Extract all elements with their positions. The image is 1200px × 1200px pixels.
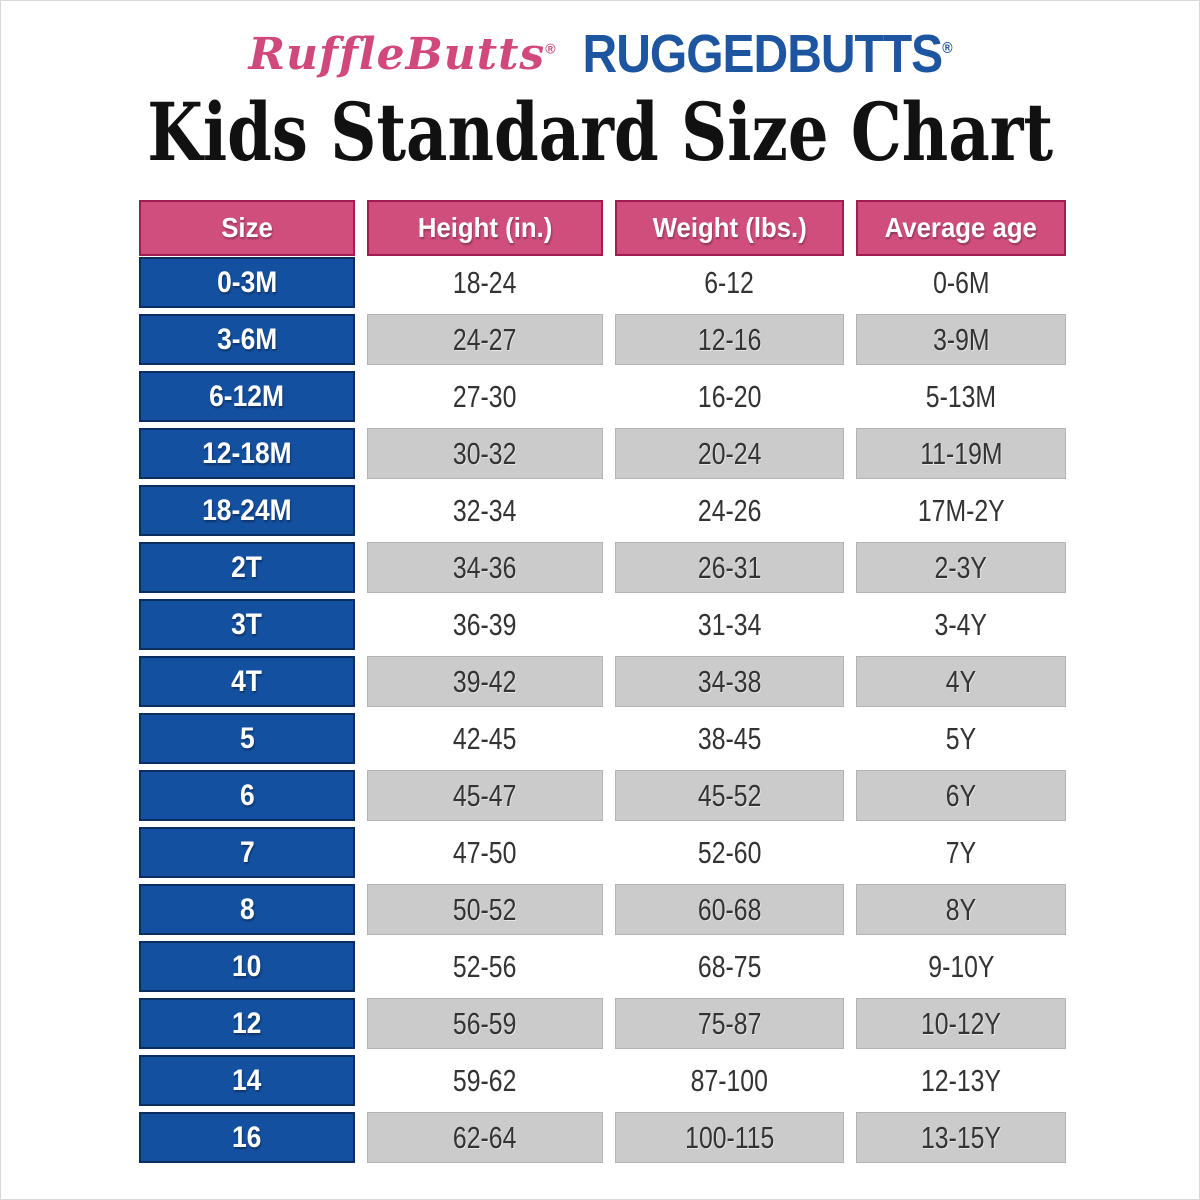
age-cell: 7Y (856, 827, 1066, 878)
height-cell: 42-45 (367, 713, 603, 764)
column-header-weight: Weight (lbs.) (615, 200, 844, 256)
ruggedbutts-logo: RUGGEDBUTTS® (582, 23, 953, 85)
age-cell: 13-15Y (856, 1112, 1066, 1163)
height-cell: 34-36 (367, 542, 603, 593)
weight-cell: 60-68 (615, 884, 844, 935)
weight-cell: 52-60 (615, 827, 844, 878)
height-cell: 52-56 (367, 941, 603, 992)
age-cell: 3-4Y (856, 599, 1066, 650)
weight-cell: 75-87 (615, 998, 844, 1049)
age-cell: 17M-2Y (856, 485, 1066, 536)
size-cell: 14 (139, 1055, 355, 1106)
weight-cell: 68-75 (615, 941, 844, 992)
size-cell: 12 (139, 998, 355, 1049)
size-cell: 10 (139, 941, 355, 992)
age-cell: 5-13M (856, 371, 1066, 422)
weight-cell: 24-26 (615, 485, 844, 536)
size-cell: 6-12M (139, 371, 355, 422)
age-cell: 3-9M (856, 314, 1066, 365)
age-cell: 6Y (856, 770, 1066, 821)
size-cell: 0-3M (139, 257, 355, 308)
age-cell: 11-19M (856, 428, 1066, 479)
height-cell: 47-50 (367, 827, 603, 878)
height-cell: 30-32 (367, 428, 603, 479)
weight-cell: 45-52 (615, 770, 844, 821)
weight-cell: 38-45 (615, 713, 844, 764)
size-cell: 6 (139, 770, 355, 821)
column-header-average-age: Average age (856, 200, 1066, 256)
age-cell: 12-13Y (856, 1055, 1066, 1106)
age-cell: 10-12Y (856, 998, 1066, 1049)
registered-trademark-icon: ® (942, 37, 952, 56)
ruggedbutts-logo-text: RUGGEDBUTTS (582, 24, 944, 84)
age-cell: 2-3Y (856, 542, 1066, 593)
weight-cell: 26-31 (615, 542, 844, 593)
height-cell: 45-47 (367, 770, 603, 821)
weight-cell: 31-34 (615, 599, 844, 650)
weight-cell: 12-16 (615, 314, 844, 365)
age-cell: 4Y (856, 656, 1066, 707)
height-cell: 32-34 (367, 485, 603, 536)
weight-cell: 20-24 (615, 428, 844, 479)
height-cell: 50-52 (367, 884, 603, 935)
size-cell: 3T (139, 599, 355, 650)
weight-cell: 34-38 (615, 656, 844, 707)
size-cell: 18-24M (139, 485, 355, 536)
size-cell: 12-18M (139, 428, 355, 479)
size-cell: 2T (139, 542, 355, 593)
height-cell: 62-64 (367, 1112, 603, 1163)
column-header-height: Height (in.) (367, 200, 603, 256)
height-cell: 56-59 (367, 998, 603, 1049)
size-cell: 7 (139, 827, 355, 878)
rufflebutts-logo-text: RuffleButts (248, 28, 546, 80)
weight-cell: 6-12 (615, 257, 844, 308)
age-cell: 9-10Y (856, 941, 1066, 992)
size-cell: 16 (139, 1112, 355, 1163)
weight-cell: 16-20 (615, 371, 844, 422)
weight-cell: 87-100 (615, 1055, 844, 1106)
height-cell: 59-62 (367, 1055, 603, 1106)
registered-trademark-icon: ® (545, 39, 557, 56)
column-header-size: Size (139, 200, 355, 256)
size-table: Size Height (in.) Weight (lbs.) Average … (139, 200, 1066, 1163)
age-cell: 0-6M (856, 257, 1066, 308)
size-cell: 5 (139, 713, 355, 764)
size-cell: 3-6M (139, 314, 355, 365)
height-cell: 39-42 (367, 656, 603, 707)
height-cell: 24-27 (367, 314, 603, 365)
weight-cell: 100-115 (615, 1112, 844, 1163)
age-cell: 8Y (856, 884, 1066, 935)
brand-logos: RuffleButts® RUGGEDBUTTS® (0, 22, 1200, 86)
size-cell: 4T (139, 656, 355, 707)
height-cell: 27-30 (367, 371, 603, 422)
page-title: Kids Standard Size Chart (147, 85, 1053, 179)
size-cell: 8 (139, 884, 355, 935)
age-cell: 5Y (856, 713, 1066, 764)
height-cell: 18-24 (367, 257, 603, 308)
height-cell: 36-39 (367, 599, 603, 650)
rufflebutts-logo: RuffleButts® (248, 29, 556, 80)
